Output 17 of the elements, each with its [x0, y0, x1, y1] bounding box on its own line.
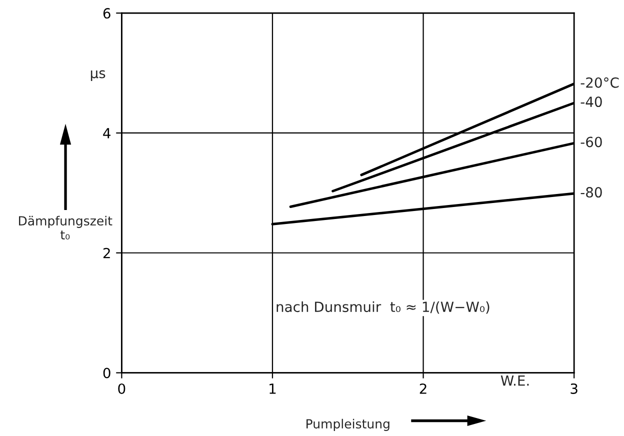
- annotation: nach Dunsmuir t₀ ≈ 1/(W−W₀): [276, 301, 490, 314]
- text: W.E.: [500, 375, 529, 386]
- x-tick-label: 1: [270, 384, 276, 394]
- y-axis-title: Dämpfungszeit t₀: [19, 216, 112, 240]
- series-label: -40: [580, 96, 602, 108]
- y-tick-label: 4: [103, 128, 110, 138]
- y-tick-label: 0: [103, 368, 110, 378]
- x-tick-label: 3: [570, 383, 578, 394]
- text: µs: [90, 70, 106, 81]
- x-tick-label: 2: [420, 383, 426, 394]
- series-label: -80: [580, 187, 602, 198]
- series-label: -60: [580, 136, 602, 148]
- y-tick-label: 2: [103, 248, 110, 258]
- x-tick-label: 0: [118, 383, 126, 394]
- x-axis-title: Pumpleistung: [306, 418, 390, 431]
- series-label: -20°C: [580, 77, 619, 88]
- y-tick-label: 6: [103, 8, 110, 19]
